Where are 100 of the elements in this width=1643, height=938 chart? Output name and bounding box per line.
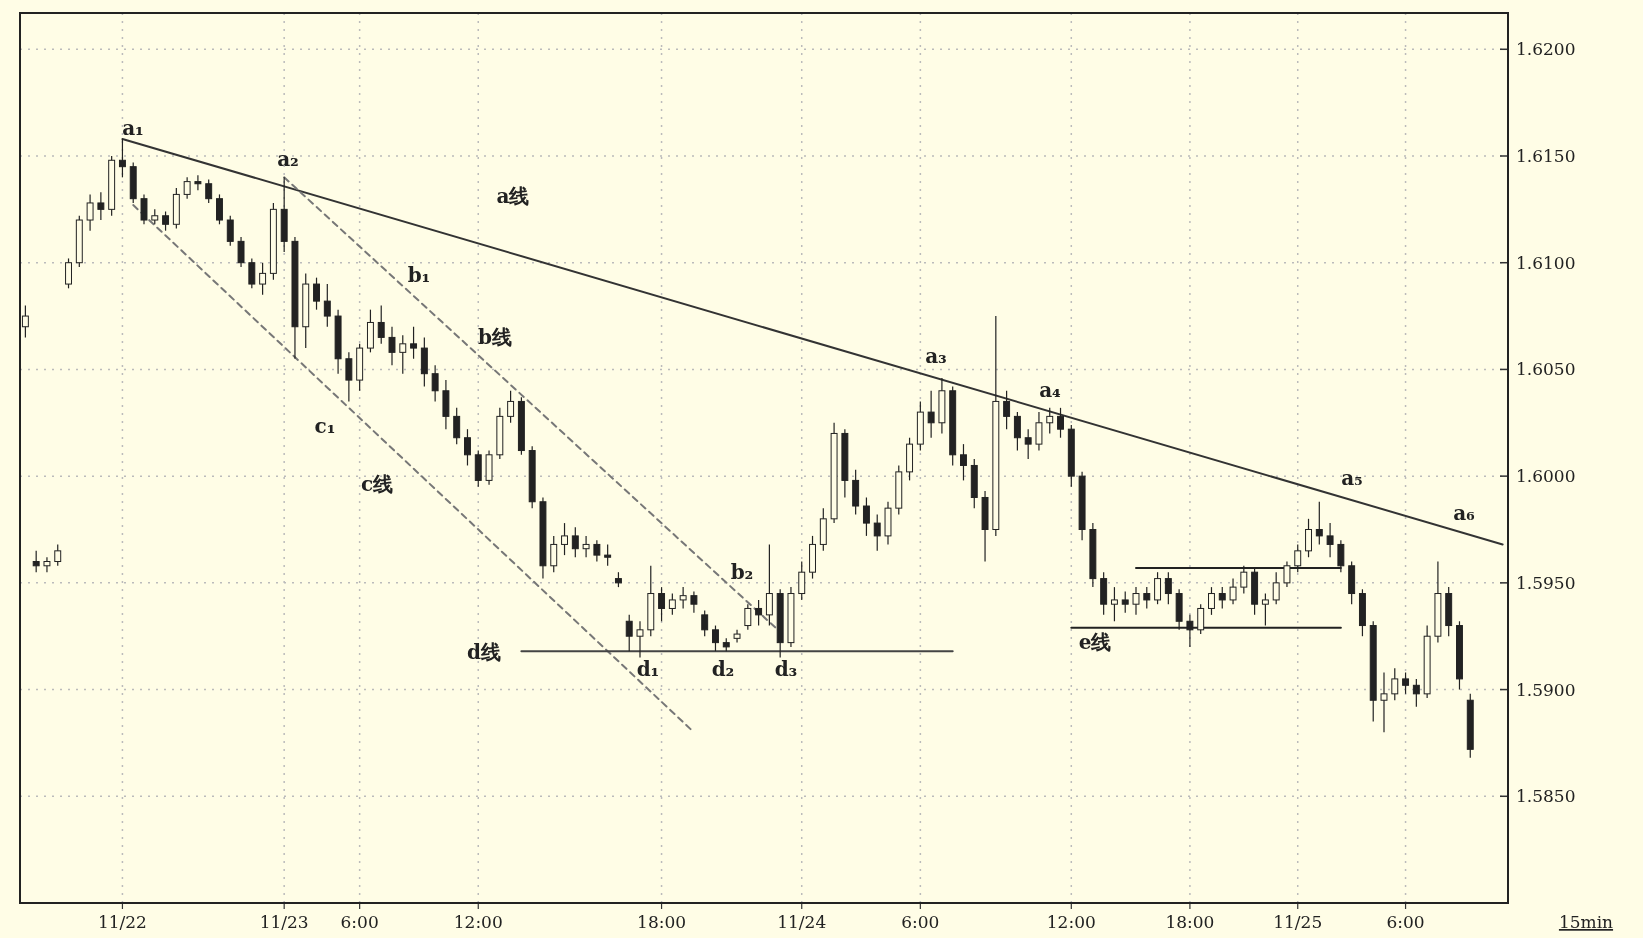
candlestick — [226, 215, 234, 247]
annotation: b₂ — [730, 560, 754, 584]
candlestick — [1121, 590, 1129, 614]
candlestick — [507, 390, 515, 424]
annotation: a₁ — [122, 116, 144, 140]
candlestick — [259, 262, 267, 296]
annotation: d₃ — [774, 657, 798, 681]
candlestick — [1412, 678, 1420, 708]
candlestick — [604, 543, 612, 567]
candlestick — [43, 556, 51, 573]
candlestick — [744, 603, 752, 631]
candlestick — [550, 535, 558, 573]
annotation: b线 — [478, 325, 512, 349]
candlestick — [1046, 407, 1054, 435]
candlestick — [32, 550, 40, 573]
candlestick — [862, 496, 870, 537]
candlestick — [668, 592, 676, 616]
candlestick — [183, 176, 191, 200]
candlestick — [1035, 411, 1043, 452]
candlestick — [453, 407, 461, 445]
x-tick-label: 12:00 — [453, 912, 503, 932]
candlestick — [625, 614, 633, 652]
candlestick — [216, 193, 223, 225]
y-tick-label: 1.6100 — [1516, 252, 1576, 273]
annotation: c₁ — [314, 414, 336, 438]
y-tick-label: 1.5900 — [1516, 679, 1576, 700]
candlestick — [679, 586, 687, 610]
x-tick-label: 11/22 — [97, 912, 147, 932]
annotation: a₅ — [1341, 466, 1363, 490]
annotation: d₁ — [636, 657, 660, 681]
candlestick — [1305, 518, 1312, 558]
x-tick-label: 11/25 — [1273, 912, 1323, 932]
candlestick — [1057, 407, 1064, 439]
candlestick — [1391, 667, 1399, 701]
candlestick — [313, 277, 320, 311]
x-tick-label: 18:00 — [1165, 912, 1215, 932]
annotation: e线 — [1078, 630, 1112, 654]
candlestick — [1154, 571, 1162, 605]
candlestick — [65, 257, 72, 289]
x-tick-label: 6:00 — [1386, 912, 1425, 932]
candlestick — [1110, 586, 1118, 622]
candlestick — [118, 138, 126, 178]
candlestick — [1229, 577, 1237, 605]
candlestick — [1380, 671, 1388, 733]
candlestick — [1315, 501, 1323, 546]
x-tick-label: 6:00 — [340, 912, 379, 932]
annotation: d₂ — [711, 657, 735, 681]
x-tick-label: 11/23 — [259, 912, 309, 932]
candlestick — [237, 236, 245, 268]
candlestick — [97, 191, 105, 221]
candlestick — [1132, 586, 1140, 616]
candlestick — [464, 428, 471, 467]
candlestick — [1013, 411, 1021, 452]
candlestick — [798, 560, 806, 601]
candlestick — [690, 590, 698, 614]
candlestick — [1272, 571, 1280, 605]
candlestick — [194, 174, 202, 191]
candlestick — [1402, 671, 1410, 695]
x-axis-title: 15min — [1558, 912, 1614, 932]
candlestick — [1218, 586, 1226, 610]
y-tick-label: 1.6000 — [1516, 466, 1576, 487]
annotation: a₆ — [1453, 501, 1476, 525]
candlestick — [1024, 428, 1032, 460]
candlestick — [1143, 586, 1151, 610]
x-tick-label: 6:00 — [901, 912, 940, 932]
annotation: d线 — [467, 640, 501, 664]
candlestick — [755, 599, 763, 627]
candlestick — [712, 624, 719, 652]
candlestick — [960, 443, 967, 482]
candlestick — [162, 210, 170, 232]
candlestick — [1326, 522, 1334, 558]
candlestick — [927, 390, 935, 439]
candlestick — [1208, 586, 1215, 616]
annotation: a₄ — [1039, 378, 1062, 402]
candlestick — [561, 522, 568, 556]
annotation: a线 — [496, 184, 530, 208]
y-tick-label: 1.6150 — [1516, 146, 1576, 166]
candlestick — [399, 334, 407, 375]
candlestick — [873, 513, 881, 552]
candlestick — [593, 539, 601, 563]
x-tick-label: 11/24 — [777, 912, 827, 932]
candlestick — [733, 629, 741, 644]
candlestick — [765, 543, 773, 627]
candlestick — [1164, 571, 1172, 605]
candlestick — [658, 586, 666, 622]
y-tick-label: 1.5850 — [1516, 786, 1576, 807]
candlestick — [140, 193, 148, 225]
y-tick-label: 1.6200 — [1516, 39, 1576, 60]
candlestick — [54, 543, 62, 567]
candlestick — [86, 193, 94, 232]
candlestick — [1003, 390, 1011, 430]
candlestick — [345, 351, 353, 403]
candlestick — [205, 178, 213, 204]
x-tick-label: 12:00 — [1046, 912, 1096, 932]
candlestick — [701, 610, 709, 637]
candlestick — [636, 620, 644, 659]
candlestick — [248, 257, 256, 289]
annotation: a₂ — [277, 147, 299, 171]
annotation: a₃ — [925, 344, 947, 368]
candlestick — [431, 364, 439, 403]
